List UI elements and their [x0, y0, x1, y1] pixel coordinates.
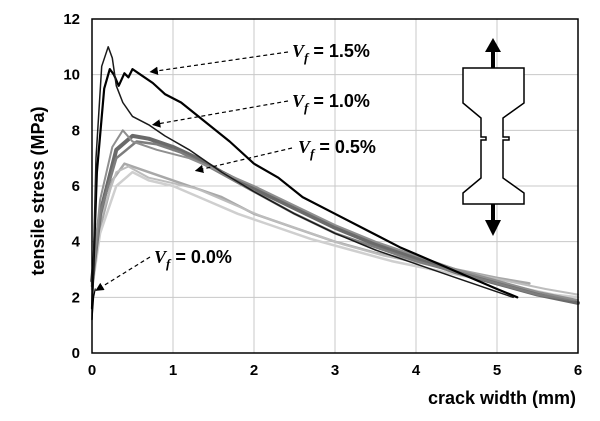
- annotation-label: Vf = 0.5%: [298, 137, 376, 161]
- specimen-diagram: [462, 38, 525, 236]
- series-line-1-5pct: [90, 67, 519, 310]
- series-lines: [90, 46, 580, 321]
- x-tick-label: 4: [412, 362, 421, 379]
- x-tick-label: 2: [250, 362, 258, 379]
- y-axis-label: tensile stress (MPa): [28, 106, 48, 275]
- y-tick-label: 2: [72, 289, 80, 306]
- y-tick-label: 4: [72, 234, 81, 251]
- annotation-arrow: [194, 147, 293, 174]
- y-tick-label: 8: [72, 122, 80, 139]
- annotation-arrow: [151, 100, 289, 128]
- specimen-outline: [462, 67, 525, 205]
- x-tick-label: 6: [574, 362, 582, 379]
- series-line-1-0pct: [91, 129, 579, 302]
- series-line-1-5pct: [91, 46, 514, 321]
- y-tick-label: 6: [72, 178, 80, 195]
- annotations: Vf = 1.5% Vf = 1.0% Vf = 0.5% Vf = 0.0%: [95, 41, 376, 291]
- annotation-label: Vf = 1.0%: [292, 91, 370, 115]
- arrow-down-icon: [485, 220, 501, 236]
- x-tick-label: 1: [169, 362, 177, 379]
- plot-frame: [91, 18, 579, 354]
- arrow-up-icon: [485, 38, 501, 52]
- annotation-label: Vf = 1.5%: [292, 41, 370, 65]
- x-axis-label: crack width (mm): [428, 388, 576, 408]
- x-tick-label: 5: [493, 362, 501, 379]
- x-tick-label: 3: [331, 362, 339, 379]
- y-tick-label: 10: [63, 67, 80, 84]
- y-tick-label: 0: [72, 345, 80, 362]
- x-tick-label: 0: [88, 362, 96, 379]
- y-tick-label: 12: [63, 11, 80, 28]
- annotation-arrow: [149, 51, 289, 75]
- annotation-label: Vf = 0.0%: [154, 247, 232, 271]
- annotation-arrow: [95, 256, 151, 291]
